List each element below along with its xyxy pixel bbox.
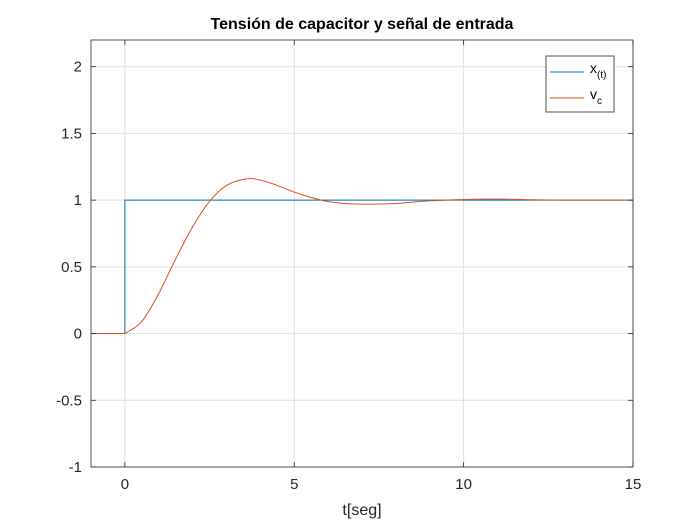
series-line-vc	[91, 177, 633, 335]
y-tick-label: 1	[74, 192, 82, 209]
y-tick-label: 1.5	[61, 125, 82, 142]
x-axis-label: t[seg]	[342, 502, 381, 519]
legend[interactable]: x(t) vc	[545, 55, 615, 113]
legend-label-x-t: x(t)	[590, 60, 606, 81]
x-axis-ticks: 0 5 10 15	[121, 40, 642, 493]
y-axis-ticks: -1 -0.5 0 0.5 1 1.5 2	[56, 59, 633, 476]
x-tick-label: 5	[290, 476, 298, 493]
axes-box	[90, 39, 634, 468]
y-tick-label: -0.5	[56, 392, 82, 409]
legend-label-vc: vc	[590, 86, 602, 107]
y-tick-label: 2	[74, 59, 82, 76]
legend-box	[545, 55, 615, 113]
x-tick-label: 15	[625, 476, 642, 493]
y-tick-label: -1	[69, 459, 82, 476]
x-tick-label: 0	[121, 476, 129, 493]
chart-title: Tensión de capacitor y señal de entrada	[211, 16, 514, 33]
y-tick-label: 0.5	[61, 259, 82, 276]
series-layer	[91, 177, 633, 335]
x-tick-label: 10	[455, 476, 472, 493]
y-tick-label: 0	[74, 326, 82, 343]
plot-area	[91, 40, 633, 467]
